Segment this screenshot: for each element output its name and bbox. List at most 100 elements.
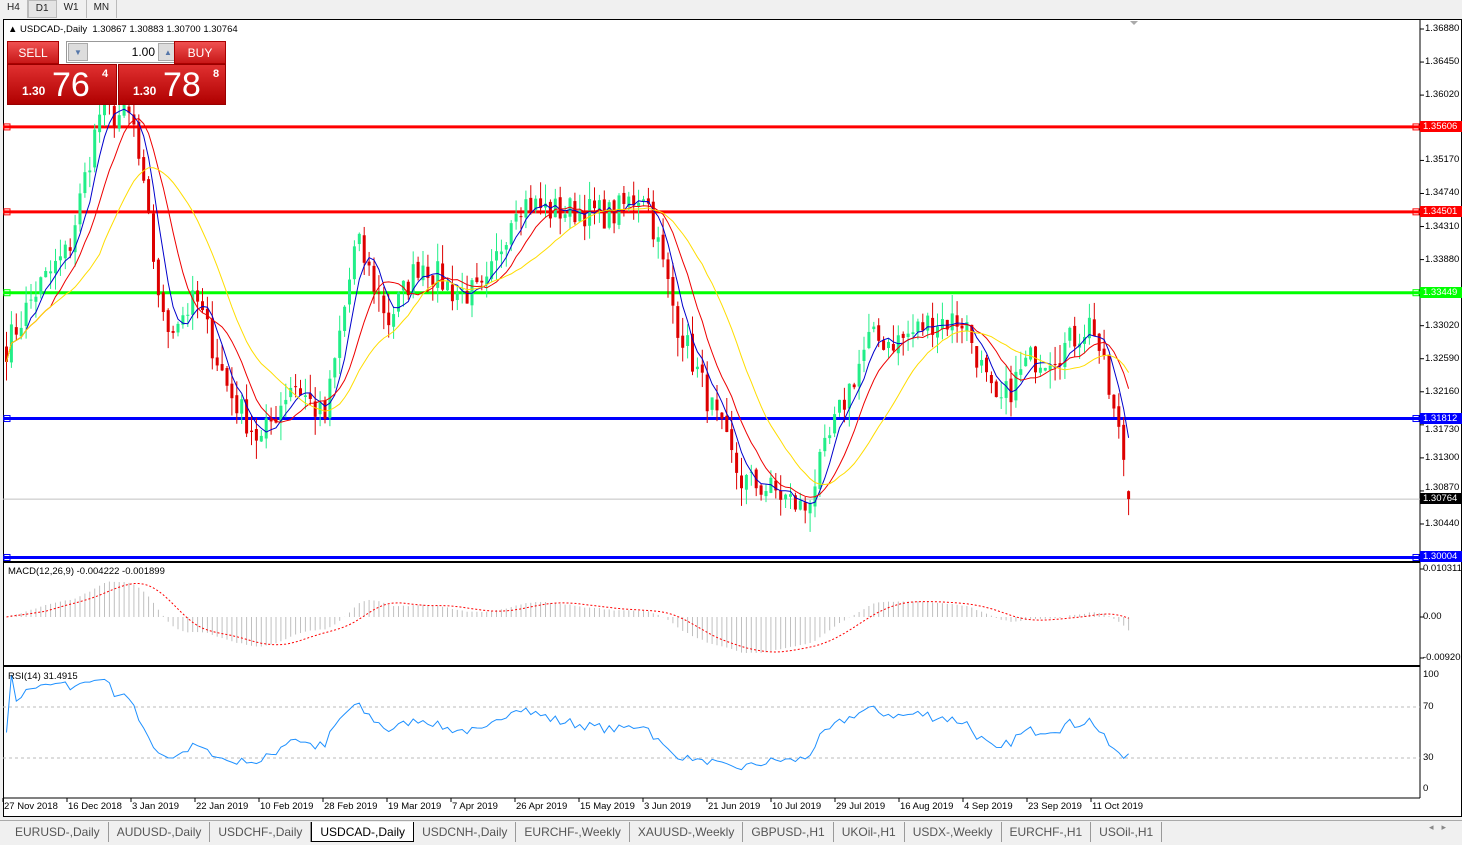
bull-candle: [1043, 367, 1047, 371]
bull-candle: [607, 202, 611, 228]
bull-candle: [789, 494, 792, 497]
bull-candle: [578, 210, 582, 222]
bull-candle: [264, 418, 268, 439]
bull-candle: [240, 399, 244, 414]
level-handle: [3, 289, 11, 297]
collapse-triangle-icon[interactable]: ▲: [8, 24, 18, 35]
chart-tab[interactable]: EURCHF-,H1: [1002, 822, 1092, 842]
chart-tab[interactable]: USOil-,H1: [1091, 822, 1163, 842]
rsi-line: [6, 674, 1129, 771]
bear-candle: [740, 475, 743, 489]
chart-tab[interactable]: USDCNH-,Daily: [414, 822, 517, 842]
date-tick-label: 21 Jun 2019: [708, 801, 761, 812]
bull-candle: [460, 288, 464, 290]
buy-button[interactable]: BUY: [174, 41, 226, 64]
bull-candle: [926, 315, 930, 331]
bear-candle: [205, 308, 209, 320]
bear-candle: [152, 213, 155, 262]
chart-tab[interactable]: XAUUSD-,Weekly: [630, 822, 744, 842]
bear-candle: [666, 259, 670, 280]
bull-candle: [411, 264, 415, 295]
bear-candle: [441, 263, 445, 290]
bull-candle: [896, 335, 900, 354]
bear-candle: [989, 374, 993, 384]
chart-tabs: EURUSD-,Daily AUDUSD-,Daily USDCHF-,Daily U…: [0, 820, 1462, 842]
lot-decrease-icon[interactable]: ▼: [68, 43, 88, 61]
timeframe-toolbar: H4 D1 W1 MN: [0, 0, 118, 18]
bear-candle: [196, 290, 200, 302]
bull-candle: [965, 322, 969, 331]
bull-candle: [514, 213, 518, 222]
bull-candle: [798, 500, 802, 510]
bear-candle: [539, 198, 543, 209]
bull-candle: [83, 172, 87, 194]
buy-price[interactable]: 1.30 78 8: [118, 64, 226, 105]
bear-candle: [254, 429, 258, 441]
tf-mn[interactable]: MN: [87, 0, 118, 18]
bull-candle: [338, 330, 342, 358]
date-tick-label: 4 Sep 2019: [964, 801, 1013, 812]
bear-candle: [921, 322, 925, 331]
bull-candle: [1004, 381, 1008, 398]
buy-price-big: 78: [163, 66, 201, 104]
bear-candle: [779, 490, 783, 500]
chart-tab[interactable]: EURUSD-,Daily: [7, 822, 109, 842]
bear-candle: [299, 388, 302, 396]
bear-candle: [735, 452, 739, 473]
bull-candle: [29, 299, 33, 301]
sell-price-sup: 4: [102, 68, 109, 80]
lot-size-input[interactable]: ▼ 1.00 ▲: [66, 41, 180, 63]
bear-candle: [1097, 333, 1101, 351]
level-price-tag: 1.30004: [1420, 551, 1462, 563]
bull-candle: [744, 475, 748, 490]
bull-candle: [24, 302, 28, 326]
bear-candle: [382, 295, 386, 314]
bull-candle: [289, 387, 293, 398]
bull-candle: [34, 296, 38, 302]
price-tick-label: 1.32160: [1425, 385, 1460, 397]
bull-candle: [63, 244, 67, 259]
bull-candle: [906, 333, 910, 338]
bull-candle: [823, 437, 827, 452]
bull-candle: [303, 395, 307, 397]
bear-candle: [852, 384, 856, 388]
bear-candle: [715, 399, 719, 411]
bear-candle: [1034, 346, 1037, 373]
sell-price[interactable]: 1.30 76 4: [7, 64, 117, 105]
bear-candle: [985, 357, 988, 373]
chart-tab[interactable]: USDCHF-,Daily: [210, 822, 312, 842]
bull-candle: [784, 494, 788, 500]
bull-candle: [73, 225, 77, 253]
chart-tab[interactable]: EURCHF-,Weekly: [516, 822, 630, 842]
bear-candle: [725, 415, 729, 432]
price-tick-label: 1.31300: [1425, 451, 1460, 463]
tf-d1[interactable]: D1: [27, 0, 57, 18]
price-tick-label: 1.35170: [1425, 154, 1460, 166]
date-tick-label: 29 Jul 2019: [836, 801, 886, 812]
tab-scroll-arrows-icon[interactable]: ◂▸: [1428, 822, 1454, 832]
chart-tab[interactable]: USDX-,Weekly: [905, 822, 1002, 842]
bear-candle: [220, 364, 224, 371]
tf-w1[interactable]: W1: [57, 0, 87, 18]
bear-candle: [1127, 491, 1131, 500]
chart-tab[interactable]: USDCAD-,Daily: [311, 822, 415, 842]
date-tick-label: 28 Feb 2019: [324, 801, 378, 812]
price-tick-label: 1.31730: [1425, 424, 1460, 436]
sell-price-prefix: 1.30: [22, 84, 46, 98]
bear-candle: [651, 201, 655, 240]
bear-candle: [877, 325, 881, 341]
bear-candle: [294, 386, 298, 388]
bear-candle: [994, 381, 998, 398]
bear-candle: [137, 121, 141, 159]
bull-candle: [838, 399, 841, 413]
bear-candle: [274, 419, 278, 423]
lot-value[interactable]: 1.00: [131, 45, 155, 59]
chart-tab[interactable]: UKOil-,H1: [834, 822, 905, 842]
tf-h4[interactable]: H4: [0, 0, 28, 18]
bear-candle: [705, 374, 709, 412]
chart-tab[interactable]: AUDUSD-,Daily: [109, 822, 211, 842]
sell-button[interactable]: SELL: [7, 41, 59, 64]
chart-tab[interactable]: GBPUSD-,H1: [743, 822, 834, 842]
bull-candle: [553, 198, 557, 218]
